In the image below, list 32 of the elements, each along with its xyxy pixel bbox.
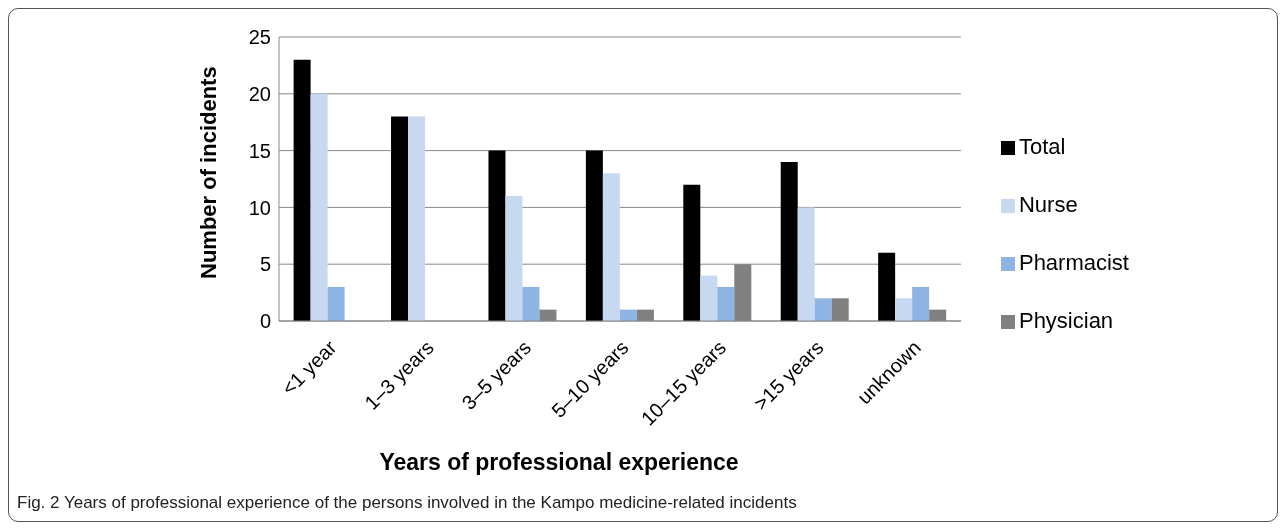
y-tick-label: 5 bbox=[259, 253, 271, 276]
bar bbox=[488, 150, 506, 321]
bar bbox=[814, 298, 832, 321]
bar bbox=[700, 275, 718, 321]
bar bbox=[310, 93, 328, 321]
bar bbox=[797, 207, 815, 321]
bar bbox=[408, 116, 426, 321]
bar bbox=[391, 116, 409, 321]
x-axis-title: Years of professional experience bbox=[378, 449, 740, 476]
bar bbox=[717, 286, 735, 321]
legend-label: Nurse bbox=[1018, 192, 1078, 217]
legend-label: Total bbox=[1018, 134, 1066, 159]
y-tick-label: 20 bbox=[248, 82, 271, 105]
bar bbox=[780, 161, 798, 321]
bar bbox=[585, 150, 603, 321]
caption: Fig. 2 Years of professional experience of the persons involved in the Kampo medicine-related incidents bbox=[17, 493, 797, 513]
bar bbox=[683, 184, 701, 321]
bar bbox=[522, 286, 540, 321]
bar bbox=[878, 252, 896, 321]
legend-label: Pharmacist bbox=[1018, 250, 1129, 275]
legend-label: Physician bbox=[1018, 308, 1114, 333]
y-tick-label: 10 bbox=[248, 196, 271, 219]
bar bbox=[327, 286, 345, 321]
y-tick-label: 0 bbox=[259, 310, 271, 333]
bar bbox=[895, 298, 913, 321]
bar bbox=[505, 196, 523, 321]
bar bbox=[293, 59, 311, 321]
y-axis-title: Number of incidents bbox=[195, 66, 221, 279]
bar bbox=[912, 286, 930, 321]
bar bbox=[602, 173, 620, 321]
y-tick-label: 25 bbox=[248, 26, 271, 49]
y-tick-label: 15 bbox=[248, 139, 271, 162]
